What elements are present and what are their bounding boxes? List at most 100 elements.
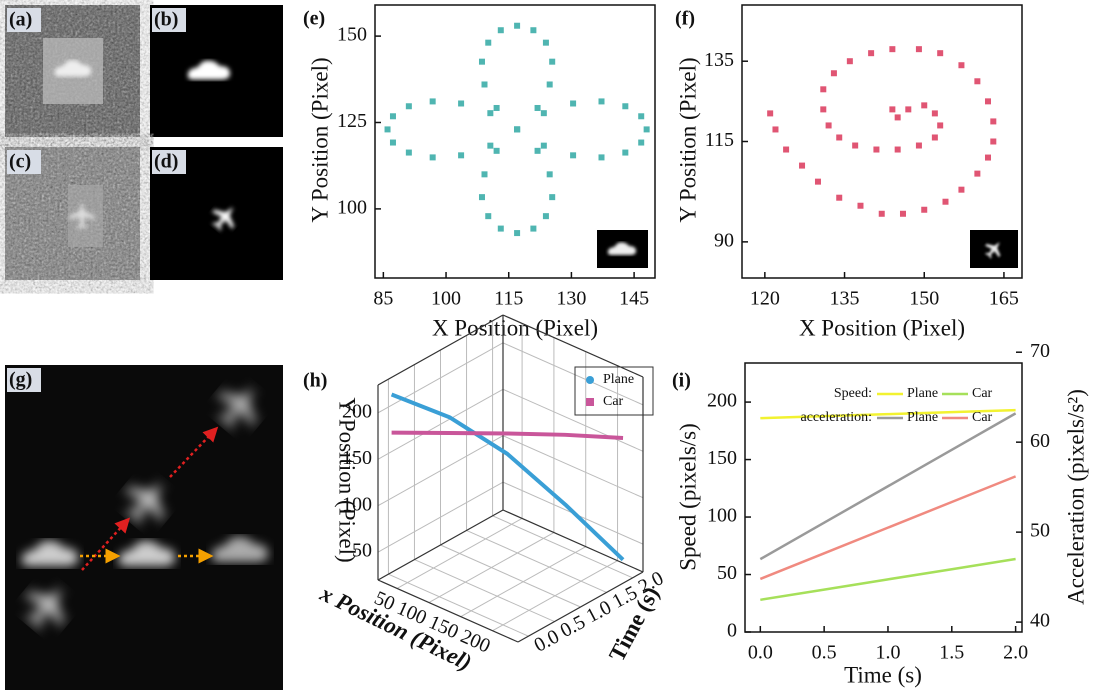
legend-label: Plane <box>603 372 634 387</box>
box-edge <box>517 571 644 643</box>
panel-label: (h) <box>303 370 327 392</box>
point <box>478 58 485 65</box>
y-tick-label: 50 <box>352 540 372 562</box>
y-axis-label: Speed (pixels/s) <box>675 423 700 571</box>
point <box>638 139 645 146</box>
point <box>984 98 991 105</box>
point <box>990 138 997 145</box>
point <box>990 118 997 125</box>
y-tick-label: 135 <box>704 49 734 71</box>
wall-grid <box>502 388 644 452</box>
panel-label: (b) <box>154 9 178 31</box>
point <box>873 146 880 153</box>
point <box>493 104 500 111</box>
y-tick-label: 150 <box>342 447 372 469</box>
point <box>984 154 991 161</box>
point <box>830 70 837 77</box>
box-edge <box>377 509 504 581</box>
legend-swatch <box>586 398 594 406</box>
point <box>546 171 553 178</box>
point <box>542 39 549 46</box>
y2-tick-label: 70 <box>1030 340 1050 362</box>
x-tick-label: 1.5 <box>939 642 964 664</box>
point <box>497 27 504 34</box>
panel-label: (f) <box>675 8 695 30</box>
point <box>889 106 896 113</box>
point <box>915 142 922 149</box>
box-edge <box>502 509 644 573</box>
legend-group: Speed: <box>834 386 872 401</box>
box-edge <box>377 579 519 643</box>
point <box>958 62 965 69</box>
point <box>497 225 504 232</box>
point <box>836 134 843 141</box>
label-bg <box>7 368 41 392</box>
legend-label: Car <box>972 410 993 425</box>
panel-label: (e) <box>303 8 325 30</box>
series-line <box>760 557 1016 602</box>
x-axis-label: X Position (Pixel) <box>799 315 965 340</box>
point <box>549 194 556 201</box>
x-tick-label: 100 <box>431 288 461 310</box>
floor-grid <box>440 544 581 608</box>
point <box>598 154 605 161</box>
point <box>931 134 938 141</box>
x-tick-label: 85 <box>373 288 393 310</box>
point <box>514 22 521 29</box>
point <box>481 171 488 178</box>
y-tick-label: 0 <box>727 620 737 642</box>
point <box>530 27 537 34</box>
point <box>514 230 521 237</box>
point <box>542 213 549 220</box>
point <box>487 110 494 117</box>
point <box>836 194 843 201</box>
point <box>429 154 436 161</box>
label-bg <box>152 150 186 174</box>
x-tick-label: 0.5 <box>812 642 837 664</box>
point <box>384 126 391 133</box>
point <box>546 81 553 88</box>
point <box>485 39 492 46</box>
t-tick-label: 0.0 <box>531 625 563 656</box>
label-bg <box>7 8 41 32</box>
point <box>915 46 922 53</box>
y2-tick-label: 50 <box>1030 520 1050 542</box>
point <box>820 86 827 93</box>
y-tick-label: 200 <box>342 400 372 422</box>
series-line <box>390 392 625 562</box>
point <box>899 210 906 217</box>
panel-label: (c) <box>9 151 31 173</box>
point <box>958 186 965 193</box>
wall-grid <box>377 435 504 507</box>
legend-label: Plane <box>907 410 938 425</box>
point <box>540 110 547 117</box>
floor-grid <box>466 529 607 593</box>
wall-grid <box>502 342 644 406</box>
point <box>458 100 465 107</box>
label-bg <box>7 150 41 174</box>
y-tick-label: 150 <box>707 447 737 469</box>
point <box>530 225 537 232</box>
x-tick-label: 1.0 <box>875 642 900 664</box>
y2-tick-label: 60 <box>1030 430 1050 452</box>
point <box>937 122 944 129</box>
y-axis-label: Y Position (Pixel) <box>675 57 700 222</box>
wall-grid <box>502 435 644 499</box>
y-tick-label: 200 <box>707 390 737 412</box>
point <box>622 103 629 110</box>
point <box>857 202 864 209</box>
point <box>799 162 806 169</box>
x-tick-label: 120 <box>750 288 780 310</box>
point <box>931 110 938 117</box>
y-axis-label: Y Position (Pixel) <box>335 397 360 562</box>
y-tick-label: 50 <box>717 562 737 584</box>
panel-label: (a) <box>9 9 32 31</box>
x-tick-label: 165 <box>989 288 1019 310</box>
plot-frame <box>744 362 1023 633</box>
point <box>820 106 827 113</box>
point <box>429 98 436 105</box>
x-tick-label: 135 <box>830 288 860 310</box>
y-tick-label: 100 <box>707 505 737 527</box>
x-axis-label: Time (s) <box>844 662 922 687</box>
